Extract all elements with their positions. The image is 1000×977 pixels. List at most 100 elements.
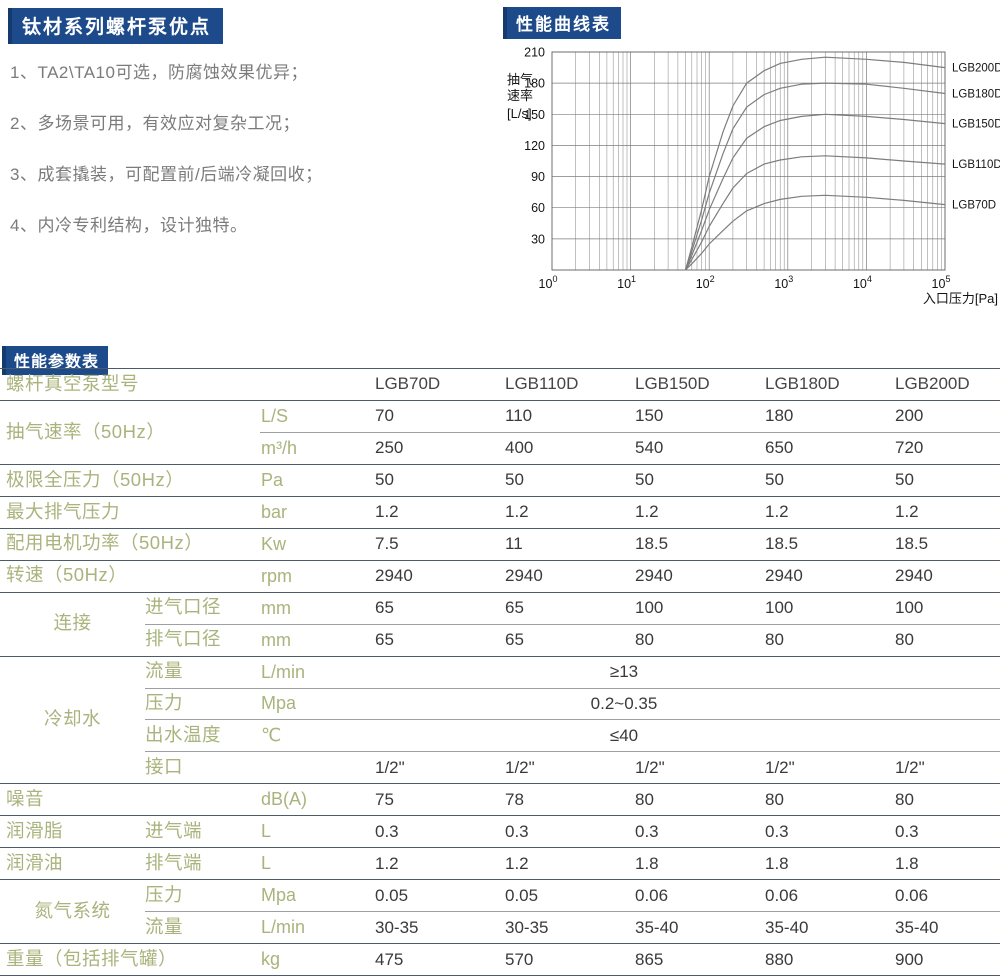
model-header-cell: LGB200D bbox=[895, 374, 970, 394]
value-cell: 0.3 bbox=[375, 821, 399, 841]
x-tick-label: 105 bbox=[932, 274, 951, 291]
advantages-title-badge: 钛材系列螺杆泵优点 bbox=[8, 8, 224, 44]
value-cell: 1.2 bbox=[505, 853, 529, 873]
curve-LGB200D bbox=[684, 56, 946, 271]
x-tick-label: 102 bbox=[696, 274, 715, 291]
row-sublabel: 流量 bbox=[145, 915, 184, 937]
table-divider bbox=[145, 751, 1000, 753]
value-cell: 78 bbox=[505, 789, 524, 809]
value-cell: 1.2 bbox=[375, 853, 399, 873]
x-axis-label: 入口压力[Pa] bbox=[923, 291, 998, 306]
value-cell: 1/2" bbox=[895, 757, 925, 777]
value-cell: 1.2 bbox=[635, 502, 659, 522]
table-title: 性能参数表 bbox=[14, 354, 100, 371]
merged-value-cell: 0.2~0.35 bbox=[590, 693, 658, 713]
value-cell: 80 bbox=[765, 630, 784, 650]
unit-cell: L/S bbox=[261, 405, 289, 426]
row-label: 氮气系统 bbox=[34, 899, 111, 921]
advantage-item: 1、TA2\TA10可选，防腐蚀效果优异； bbox=[10, 63, 308, 82]
unit-cell: mm bbox=[261, 629, 291, 650]
y-tick-label: 60 bbox=[531, 201, 545, 215]
merged-value-cell: ≤40 bbox=[609, 725, 639, 745]
curve-LGB150D bbox=[684, 113, 946, 271]
value-cell: 0.05 bbox=[375, 885, 409, 905]
y-tick-label: 210 bbox=[524, 46, 545, 60]
value-cell: 0.06 bbox=[895, 885, 929, 905]
value-cell: 65 bbox=[375, 630, 394, 650]
value-cell: 1.2 bbox=[505, 502, 529, 522]
table-title-badge: 性能参数表 bbox=[2, 346, 109, 375]
grid-minor bbox=[575, 52, 942, 270]
value-cell: 0.06 bbox=[635, 885, 669, 905]
value-cell: 0.06 bbox=[765, 885, 799, 905]
unit-cell: L/min bbox=[261, 661, 306, 682]
y-tick-label: 30 bbox=[531, 232, 545, 246]
value-cell: 0.3 bbox=[895, 821, 919, 841]
curve-label: LGB150D bbox=[952, 119, 1000, 131]
row-sublabel: 排气端 bbox=[145, 851, 203, 873]
value-cell: 11 bbox=[505, 534, 523, 554]
parameter-table-section: 性能参数表 螺杆真空泵型号 LGB70D LGB110D LGB150D LGB180D… bbox=[0, 346, 1000, 977]
performance-curve-section: 性能曲线表 LGB200D LGB180D LGB150D LGB110D LGB70D… bbox=[485, 0, 1000, 320]
value-cell: 75 bbox=[375, 789, 394, 809]
value-cell: 200 bbox=[895, 406, 924, 426]
table-divider bbox=[0, 463, 1000, 465]
y-tick-label: 150 bbox=[524, 108, 545, 122]
value-cell: 1/2" bbox=[765, 757, 795, 777]
y-axis-title: 抽气 bbox=[507, 72, 533, 87]
value-cell: 180 bbox=[765, 406, 794, 426]
value-cell: 35-40 bbox=[635, 917, 679, 937]
curve-LGB180D bbox=[684, 82, 946, 271]
row-label: 润滑脂 bbox=[6, 820, 64, 842]
value-cell: 475 bbox=[375, 949, 404, 969]
value-cell: 80 bbox=[635, 789, 654, 809]
row-sublabel: 进气口径 bbox=[145, 596, 222, 618]
row-sublabel: 接口 bbox=[145, 756, 184, 778]
value-cell: 80 bbox=[635, 630, 654, 650]
value-cell: 2940 bbox=[765, 566, 803, 586]
model-header-cell: LGB110D bbox=[505, 374, 579, 394]
value-cell: 0.3 bbox=[505, 821, 529, 841]
x-tick-label: 103 bbox=[774, 274, 793, 291]
unit-cell: rpm bbox=[261, 565, 292, 586]
unit-cell: L bbox=[261, 821, 272, 842]
y-tick-label: 180 bbox=[524, 77, 545, 91]
value-cell: 720 bbox=[895, 438, 924, 458]
table-divider bbox=[0, 847, 1000, 849]
x-tick-label: 104 bbox=[853, 274, 872, 291]
grid-major bbox=[552, 52, 945, 270]
value-cell: 540 bbox=[635, 438, 664, 458]
value-cell: 0.3 bbox=[635, 821, 659, 841]
table-divider bbox=[0, 943, 1000, 945]
value-cell: 1.8 bbox=[895, 853, 919, 873]
advantage-item: 4、内冷专利结构，设计独特。 bbox=[10, 216, 248, 235]
unit-cell: m³/h bbox=[261, 437, 297, 458]
value-cell: 100 bbox=[895, 598, 924, 618]
x-tick-label: 100 bbox=[539, 274, 558, 291]
table-divider bbox=[145, 687, 1000, 689]
unit-cell: Kw bbox=[261, 533, 287, 554]
y-axis-title: 速率 bbox=[507, 88, 533, 103]
value-cell: 2940 bbox=[505, 566, 543, 586]
value-cell: 80 bbox=[895, 789, 914, 809]
model-header-cell: LGB180D bbox=[765, 374, 840, 394]
value-cell: 100 bbox=[635, 598, 664, 618]
y-axis-title: [L/s] bbox=[507, 106, 532, 121]
unit-cell: L bbox=[261, 853, 272, 874]
table-divider bbox=[0, 975, 1000, 977]
table-divider bbox=[0, 368, 1000, 369]
value-cell: 80 bbox=[765, 789, 784, 809]
merged-value-cell: ≥13 bbox=[609, 662, 639, 682]
row-label: 润滑油 bbox=[6, 851, 64, 873]
value-cell: 400 bbox=[505, 438, 534, 458]
value-cell: 865 bbox=[635, 949, 664, 969]
value-cell: 650 bbox=[765, 438, 794, 458]
row-label: 最大排气压力 bbox=[6, 500, 121, 522]
value-cell: 35-40 bbox=[895, 917, 939, 937]
model-header-cell: LGB70D bbox=[375, 374, 441, 394]
value-cell: 35-40 bbox=[765, 917, 809, 937]
value-cell: 2940 bbox=[895, 566, 933, 586]
value-cell: 1.8 bbox=[765, 853, 789, 873]
row-sublabel: 进气端 bbox=[145, 820, 203, 842]
value-cell: 2940 bbox=[375, 566, 413, 586]
